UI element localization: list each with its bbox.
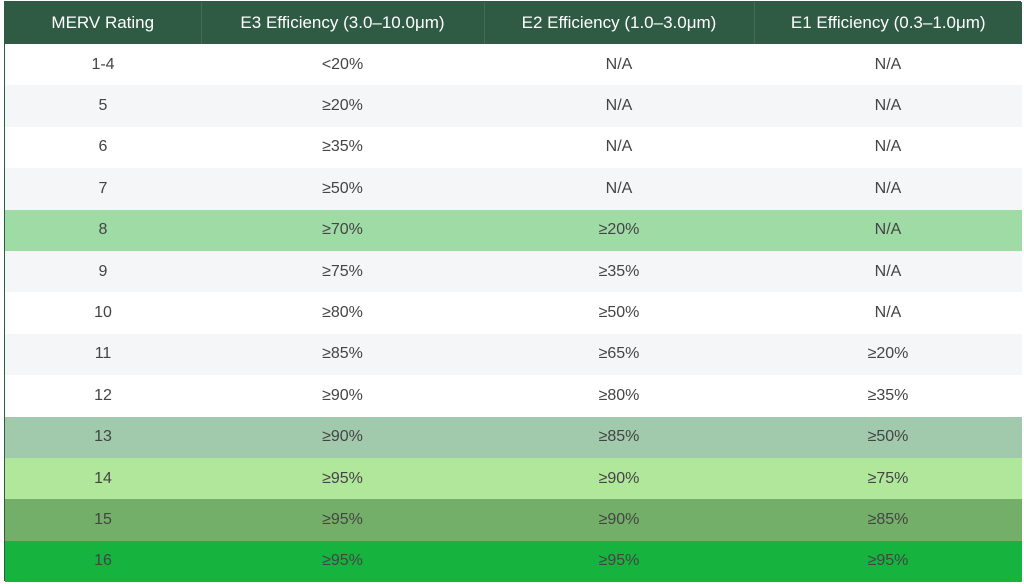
e2-efficiency-cell: ≥35% xyxy=(484,250,754,293)
merv-efficiency-table: MERV Rating E3 Efficiency (3.0–10.0μm) E… xyxy=(5,2,1022,583)
header-merv-rating: MERV Rating xyxy=(5,2,202,44)
table-row: 14 ≥95% ≥90% ≥75% xyxy=(5,457,1022,500)
merv-rating-cell: 9 xyxy=(5,250,201,293)
table-row: 5 ≥20% N/A N/A xyxy=(5,85,1022,127)
e1-efficiency-cell: N/A xyxy=(754,168,1022,210)
e1-efficiency-cell: ≥75% xyxy=(754,457,1022,500)
e1-efficiency-cell: N/A xyxy=(754,126,1022,169)
e3-efficiency-cell: ≥70% xyxy=(201,209,484,251)
e2-efficiency-cell: ≥90% xyxy=(484,457,754,500)
e3-efficiency-cell: ≥85% xyxy=(201,333,484,376)
table-row: 6 ≥35% N/A N/A xyxy=(5,126,1022,169)
e1-efficiency-cell: N/A xyxy=(754,44,1022,86)
merv-table-frame: MERV Rating E3 Efficiency (3.0–10.0μm) E… xyxy=(4,1,1022,583)
table-row: 16 ≥95% ≥95% ≥95% xyxy=(5,540,1022,583)
e2-efficiency-cell: ≥95% xyxy=(484,540,754,583)
e1-efficiency-cell: ≥35% xyxy=(754,375,1022,417)
merv-rating-cell: 7 xyxy=(5,168,201,210)
table-row: 8 ≥70% ≥20% N/A xyxy=(5,209,1022,251)
table-row: 15 ≥95% ≥90% ≥85% xyxy=(5,499,1022,541)
e2-efficiency-cell: N/A xyxy=(484,85,754,127)
e3-efficiency-cell: ≥95% xyxy=(201,457,484,500)
e3-efficiency-cell: ≥50% xyxy=(201,168,484,210)
merv-rating-cell: 10 xyxy=(5,292,201,334)
e3-efficiency-cell: ≥20% xyxy=(201,85,484,127)
table-row: 9 ≥75% ≥35% N/A xyxy=(5,250,1022,293)
merv-rating-cell: 5 xyxy=(5,85,201,127)
e2-efficiency-cell: ≥50% xyxy=(484,292,754,334)
e1-efficiency-cell: ≥50% xyxy=(754,416,1022,458)
e2-efficiency-cell: ≥80% xyxy=(484,375,754,417)
table-row: 1-4 <20% N/A N/A xyxy=(5,44,1022,86)
table-body: 1-4 <20% N/A N/A 5 ≥20% N/A N/A 6 ≥35% N/A N/A 7 ≥50%… xyxy=(5,44,1022,583)
e2-efficiency-cell: ≥90% xyxy=(484,499,754,541)
merv-rating-cell: 12 xyxy=(5,375,201,417)
e3-efficiency-cell: ≥80% xyxy=(201,292,484,334)
table-row: 7 ≥50% N/A N/A xyxy=(5,168,1022,210)
e2-efficiency-cell: ≥20% xyxy=(484,209,754,251)
merv-rating-cell: 1-4 xyxy=(5,44,201,86)
e3-efficiency-cell: ≥90% xyxy=(201,416,484,458)
e2-efficiency-cell: ≥65% xyxy=(484,333,754,376)
header-e1-efficiency: E1 Efficiency (0.3–1.0μm) xyxy=(754,2,1022,44)
merv-rating-cell: 16 xyxy=(5,540,201,583)
e1-efficiency-cell: ≥95% xyxy=(754,540,1022,583)
e2-efficiency-cell: N/A xyxy=(484,126,754,169)
e3-efficiency-cell: ≥75% xyxy=(201,250,484,293)
e2-efficiency-cell: ≥85% xyxy=(484,416,754,458)
e1-efficiency-cell: N/A xyxy=(754,292,1022,334)
header-e3-efficiency: E3 Efficiency (3.0–10.0μm) xyxy=(201,2,485,44)
merv-rating-cell: 14 xyxy=(5,457,201,500)
table-row: 10 ≥80% ≥50% N/A xyxy=(5,292,1022,334)
table-header: MERV Rating E3 Efficiency (3.0–10.0μm) E… xyxy=(5,2,1022,44)
e3-efficiency-cell: ≥95% xyxy=(201,540,484,583)
table-row: 12 ≥90% ≥80% ≥35% xyxy=(5,375,1022,417)
e1-efficiency-cell: N/A xyxy=(754,250,1022,293)
e1-efficiency-cell: ≥20% xyxy=(754,333,1022,376)
e1-efficiency-cell: ≥85% xyxy=(754,499,1022,541)
e2-efficiency-cell: N/A xyxy=(484,44,754,86)
merv-rating-cell: 11 xyxy=(5,333,201,376)
e2-efficiency-cell: N/A xyxy=(484,168,754,210)
e1-efficiency-cell: N/A xyxy=(754,85,1022,127)
merv-rating-cell: 8 xyxy=(5,209,201,251)
e1-efficiency-cell: N/A xyxy=(754,209,1022,251)
merv-rating-cell: 15 xyxy=(5,499,201,541)
table-row: 13 ≥90% ≥85% ≥50% xyxy=(5,416,1022,458)
merv-rating-cell: 13 xyxy=(5,416,201,458)
e3-efficiency-cell: ≥95% xyxy=(201,499,484,541)
e3-efficiency-cell: <20% xyxy=(201,44,484,86)
e3-efficiency-cell: ≥90% xyxy=(201,375,484,417)
header-e2-efficiency: E2 Efficiency (1.0–3.0μm) xyxy=(484,2,755,44)
table-row: 11 ≥85% ≥65% ≥20% xyxy=(5,333,1022,376)
header-row: MERV Rating E3 Efficiency (3.0–10.0μm) E… xyxy=(5,2,1022,44)
merv-rating-cell: 6 xyxy=(5,126,201,169)
e3-efficiency-cell: ≥35% xyxy=(201,126,484,169)
